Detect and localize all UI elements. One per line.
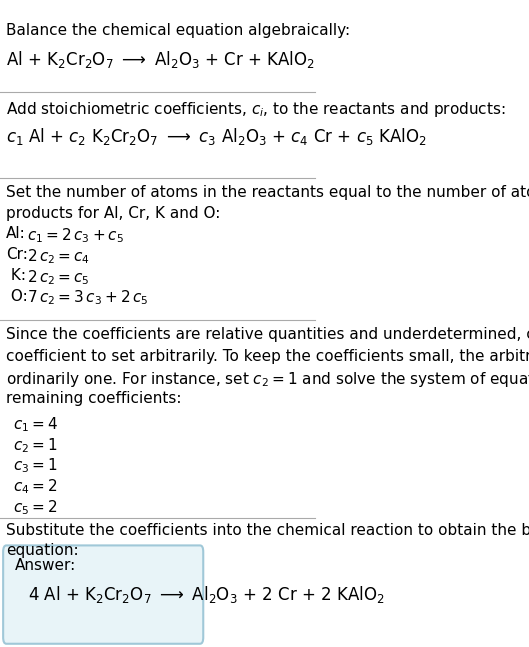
Text: remaining coefficients:: remaining coefficients: bbox=[6, 391, 182, 406]
Text: O:: O: bbox=[6, 289, 28, 303]
Text: $7\,c_2 = 3\,c_3 + 2\,c_5$: $7\,c_2 = 3\,c_3 + 2\,c_5$ bbox=[27, 289, 148, 307]
Text: Since the coefficients are relative quantities and underdetermined, choose a: Since the coefficients are relative quan… bbox=[6, 327, 529, 342]
Text: Balance the chemical equation algebraically:: Balance the chemical equation algebraica… bbox=[6, 23, 350, 38]
Text: $c_1 = 4$: $c_1 = 4$ bbox=[13, 415, 58, 434]
Text: Answer:: Answer: bbox=[15, 558, 76, 573]
Text: $c_4 = 2$: $c_4 = 2$ bbox=[13, 477, 57, 496]
Text: $c_3 = 1$: $c_3 = 1$ bbox=[13, 457, 57, 476]
Text: Add stoichiometric coefficients, $c_i$, to the reactants and products:: Add stoichiometric coefficients, $c_i$, … bbox=[6, 100, 506, 119]
Text: Al $+$ K$_2$Cr$_2$O$_7$ $\longrightarrow$ Al$_2$O$_3$ $+$ Cr $+$ KAlO$_2$: Al $+$ K$_2$Cr$_2$O$_7$ $\longrightarrow… bbox=[6, 49, 315, 69]
Text: equation:: equation: bbox=[6, 543, 79, 558]
Text: $c_5 = 2$: $c_5 = 2$ bbox=[13, 498, 57, 517]
Text: $c_1$ Al $+$ $c_2$ K$_2$Cr$_2$O$_7$ $\longrightarrow$ $c_3$ Al$_2$O$_3$ $+$ $c_4: $c_1$ Al $+$ $c_2$ K$_2$Cr$_2$O$_7$ $\lo… bbox=[6, 126, 427, 146]
Text: Al:: Al: bbox=[6, 226, 26, 241]
Text: $2\,c_2 = c_5$: $2\,c_2 = c_5$ bbox=[27, 268, 89, 287]
Text: $c_1 = 2\,c_3 + c_5$: $c_1 = 2\,c_3 + c_5$ bbox=[27, 226, 124, 245]
Text: $c_2 = 1$: $c_2 = 1$ bbox=[13, 436, 57, 455]
Text: products for Al, Cr, K and O:: products for Al, Cr, K and O: bbox=[6, 206, 221, 221]
Text: ordinarily one. For instance, set $c_2 = 1$ and solve the system of equations fo: ordinarily one. For instance, set $c_2 =… bbox=[6, 370, 529, 389]
Text: coefficient to set arbitrarily. To keep the coefficients small, the arbitrary va: coefficient to set arbitrarily. To keep … bbox=[6, 349, 529, 364]
Text: $4$ Al $+$ K$_2$Cr$_2$O$_7$ $\longrightarrow$ Al$_2$O$_3$ $+$ $2$ Cr $+$ $2$ KAl: $4$ Al $+$ K$_2$Cr$_2$O$_7$ $\longrighta… bbox=[29, 584, 385, 604]
Text: K:: K: bbox=[6, 268, 26, 283]
Text: Substitute the coefficients into the chemical reaction to obtain the balanced: Substitute the coefficients into the che… bbox=[6, 523, 529, 538]
Text: Cr:: Cr: bbox=[6, 247, 28, 262]
Text: $2\,c_2 = c_4$: $2\,c_2 = c_4$ bbox=[27, 247, 90, 266]
Text: Set the number of atoms in the reactants equal to the number of atoms in the: Set the number of atoms in the reactants… bbox=[6, 185, 529, 200]
FancyBboxPatch shape bbox=[3, 545, 203, 644]
